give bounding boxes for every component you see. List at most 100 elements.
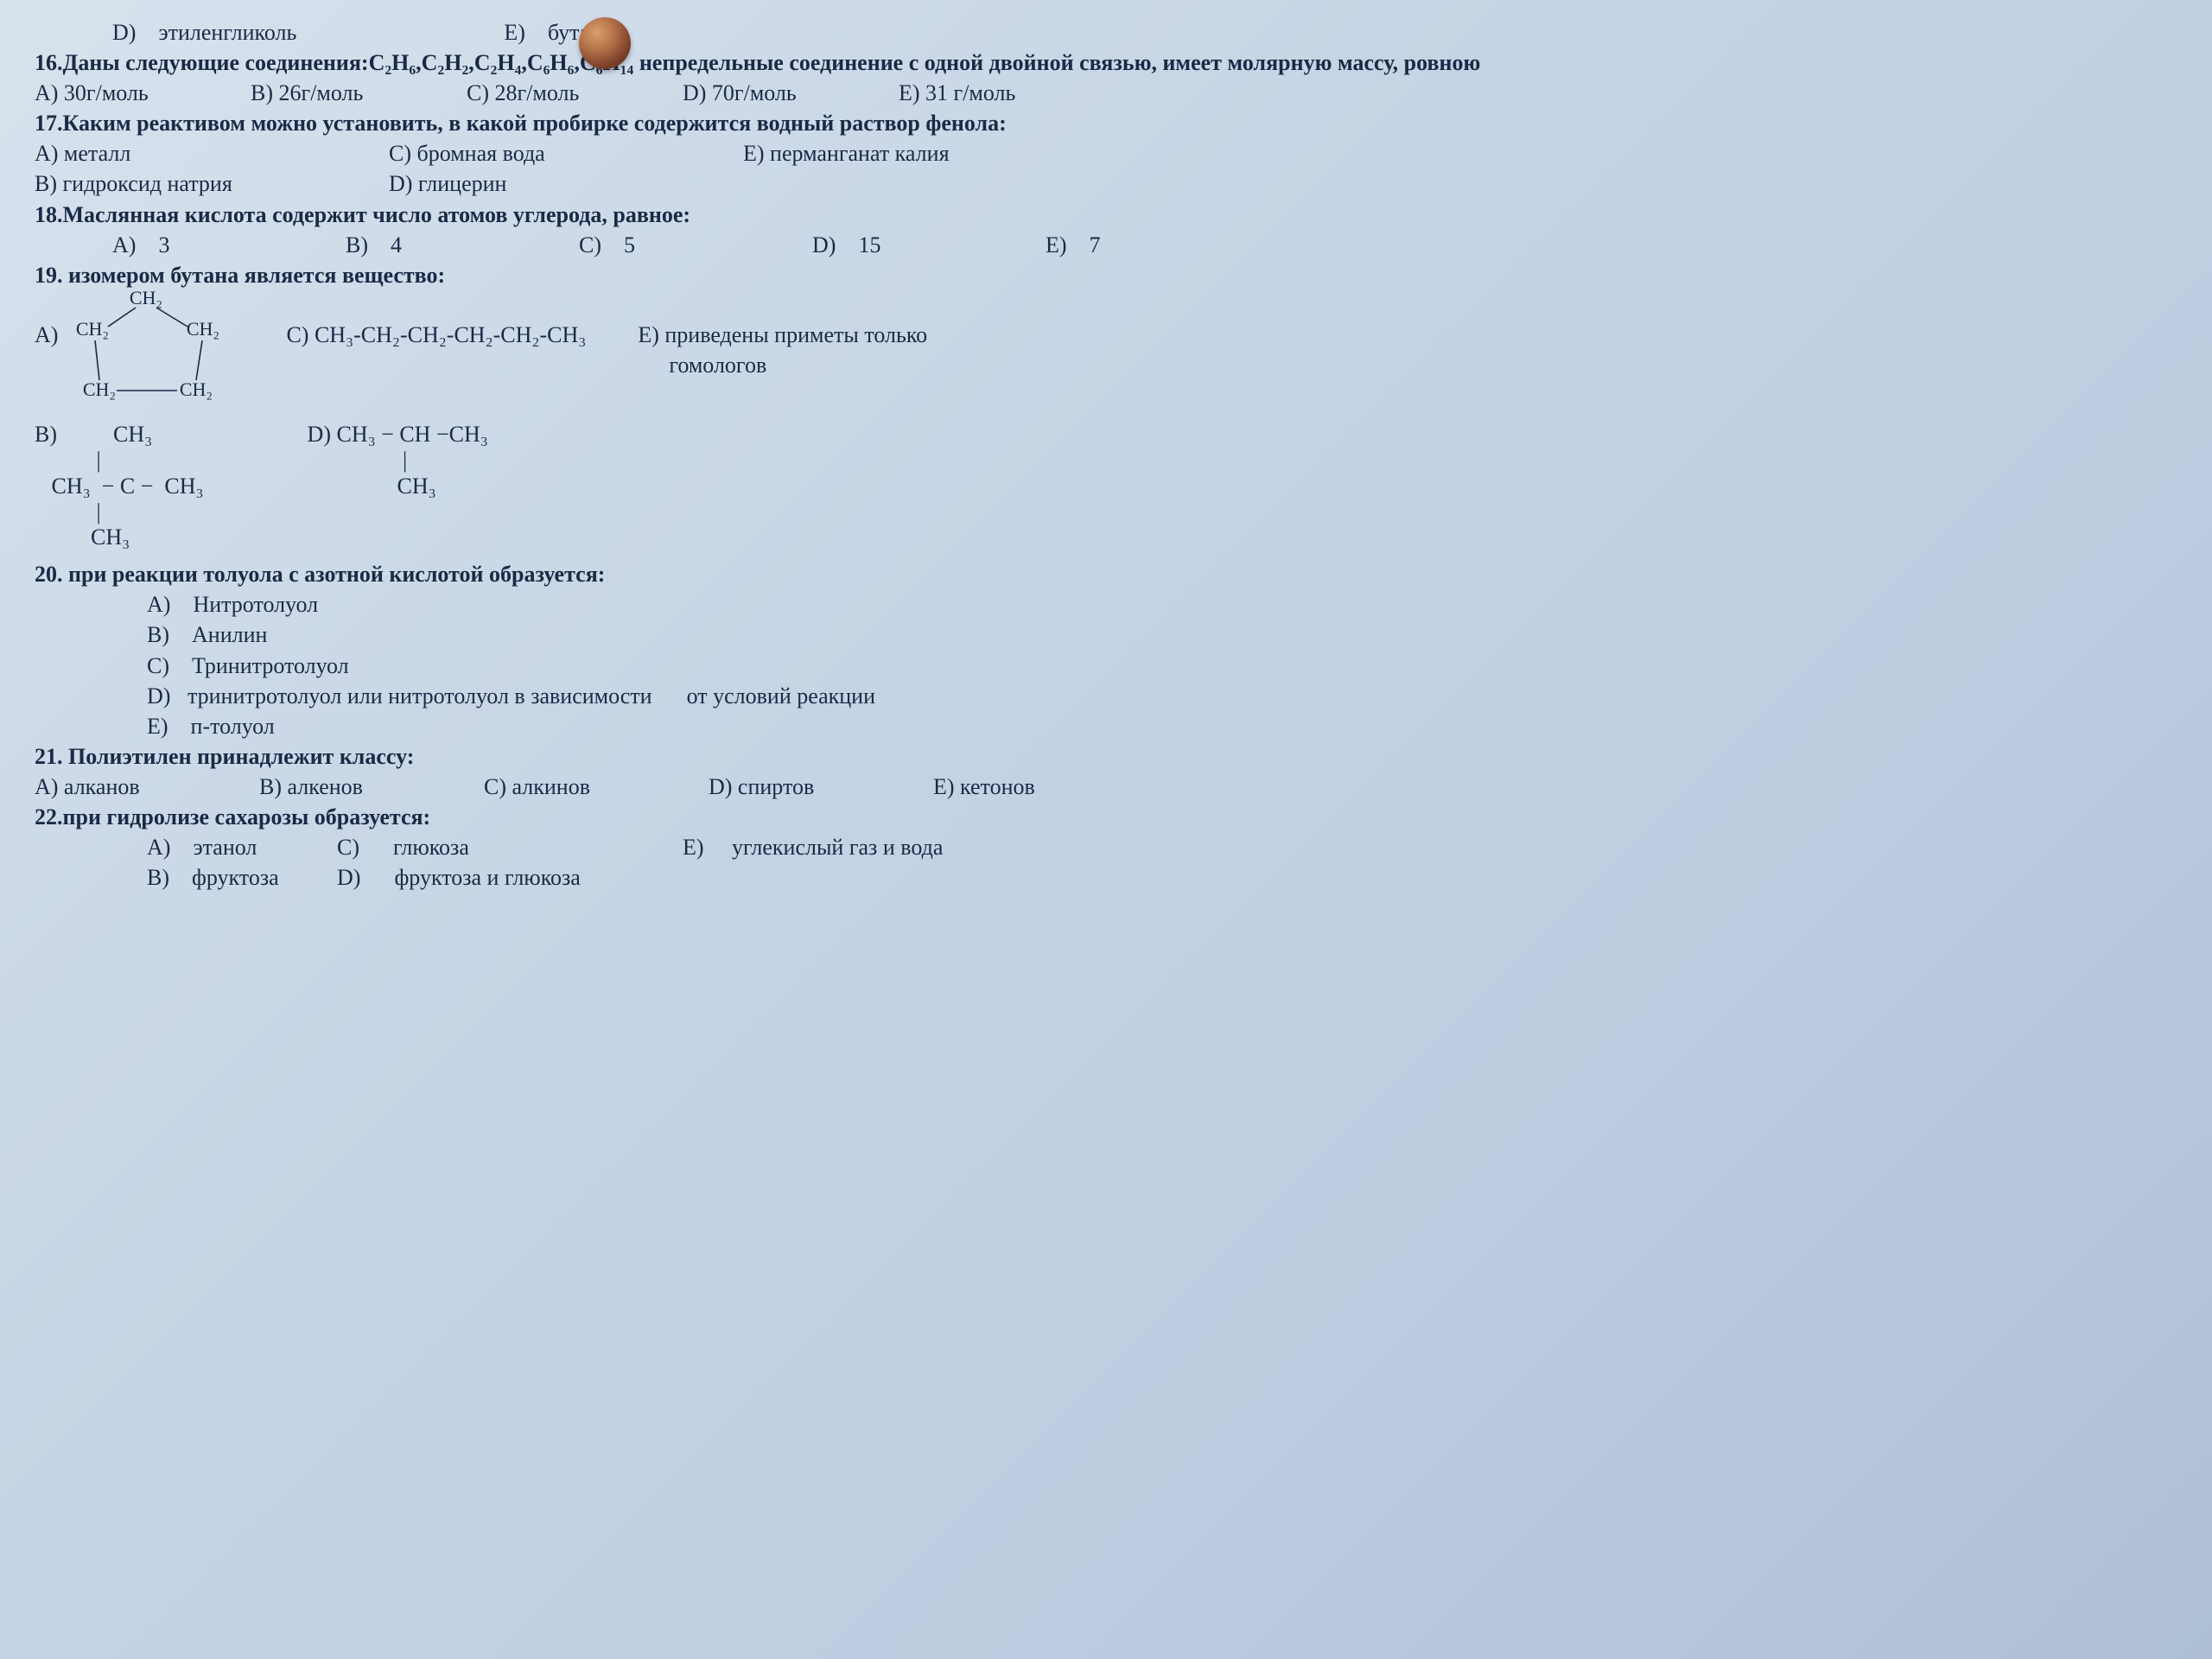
q21-options-row: A) алканов B) алкенов C) алкинов D) спир… (35, 772, 2177, 802)
q17-option-D: D) глицерин (389, 168, 506, 199)
q19-E-line2: гомологов (669, 350, 927, 380)
q16-stem-pre: 16.Даны следующие соединения: (35, 50, 369, 75)
option-text-2: от условий реакции (687, 681, 875, 711)
q19-D-l2: | (308, 448, 408, 473)
option-text: фруктоза и глюкоза (394, 865, 580, 890)
q17-option-C: C) бромная вода (389, 138, 709, 168)
q17-option-B: B) гидроксид натрия (35, 168, 354, 199)
q17-row1: A) металл C) бромная вода E) перманганат… (35, 138, 2177, 168)
q22-row: A) этанол B) фруктоза C) глюкоза D) фрук… (35, 832, 2177, 893)
option-letter: D) (112, 20, 136, 45)
q19-top-row: A) CH₂ CH₂ CH₂ CH₂ CH₂ C) CH₃-CH₂-CH₂-CH… (35, 290, 2177, 403)
option-val: 15 (858, 232, 880, 257)
q17-row2: B) гидроксид натрия D) глицерин (35, 168, 2177, 199)
thumb-smudge (579, 17, 631, 69)
q17-stem: 17.Каким реактивом можно установить, в к… (35, 108, 2177, 138)
q19-B-l5: CH₃ (35, 524, 130, 550)
q21-option-C: C) алкинов (484, 772, 674, 802)
q20-option-B: B) Анилин (147, 620, 2177, 650)
q18-option-B: B) 4 (346, 230, 544, 260)
option-letter: A) (35, 320, 58, 350)
option-text: п-толуол (191, 714, 275, 739)
q22-option-B: B) фруктоза (147, 862, 337, 893)
q22-option-E: E) углекислый газ и вода (683, 832, 943, 862)
q19-B-l2: | (35, 448, 101, 473)
option-letter: E) (504, 20, 525, 45)
q20-option-C: C) Тринитротолуол (147, 651, 2177, 681)
option-val: 5 (624, 232, 635, 257)
option-letter: E) (1046, 232, 1067, 257)
q19-B-l3: CH₃ − C − CH₃ (35, 474, 204, 499)
q16-option-B: B) 26г/моль (251, 78, 432, 108)
q18-options-row: A) 3 B) 4 C) 5 D) 15 E) 7 (35, 230, 2177, 260)
q16: 16.Даны следующие соединения:C₂H₆,C₂H₂,C… (35, 48, 2177, 78)
q22-stem: 22.при гидролизе сахарозы образуется: (35, 802, 2177, 832)
svg-text:CH₂: CH₂ (187, 318, 219, 340)
svg-text:CH₂: CH₂ (83, 378, 116, 400)
option-text: фруктоза (192, 865, 279, 890)
q16-option-C: C) 28г/моль (467, 78, 648, 108)
option-text: этиленгликоль (158, 20, 296, 45)
option-letter: E) (683, 835, 704, 860)
q16-option-E: E) 31 г/моль (899, 78, 1015, 108)
q21-option-E: E) кетонов (933, 772, 1035, 802)
svg-text:CH₂: CH₂ (130, 290, 162, 308)
q19-option-E: E) приведены приметы только гомологов (638, 320, 927, 380)
q15-option-D: D) этиленгликоль (112, 17, 296, 48)
option-letter: E) (147, 714, 168, 739)
option-text: глюкоза (393, 835, 469, 860)
q21-option-A: A) алканов (35, 772, 225, 802)
option-text: углекислый газ и вода (732, 835, 943, 860)
option-text: Анилин (192, 622, 267, 647)
q19-option-C: C) CH₃-CH₂-CH₂-CH₂-CH₂-CH₃ (286, 320, 586, 350)
q19-option-B: B) CH₃ | CH₃ − C − CH₃ | CH₃ (35, 418, 204, 559)
q22-col3: E) углекислый газ и вода (683, 832, 943, 862)
q17-option-A: A) металл (35, 138, 354, 168)
option-letter: B) (147, 865, 169, 890)
option-letter: C) (337, 835, 359, 860)
q16-option-A: A) 30г/моль (35, 78, 216, 108)
q16-option-D: D) 70г/моль (683, 78, 864, 108)
q22-option-D: D) фруктоза и глюкоза (337, 862, 683, 893)
q19-option-A: A) CH₂ CH₂ CH₂ CH₂ CH₂ (35, 290, 234, 403)
q19-E-line1: E) приведены приметы только (638, 320, 927, 350)
q19-D-l3: CH₃ (308, 474, 436, 499)
q21-option-D: D) спиртов (709, 772, 899, 802)
q20-option-E: E) п-толуол (147, 711, 2177, 741)
q16-stem-post: непредельные соединение с одной двойной … (633, 50, 1480, 75)
q16-options-row: A) 30г/моль B) 26г/моль C) 28г/моль D) 7… (35, 78, 2177, 108)
option-letter: B) (147, 622, 169, 647)
svg-text:CH₂: CH₂ (180, 378, 213, 400)
q17-option-E: E) перманганат калия (743, 138, 950, 168)
option-text: Тринитротолуол (192, 653, 349, 678)
q19-stem: 19. изомером бутана является вещество: (35, 260, 2177, 290)
option-letter: B) (346, 232, 368, 257)
q18-stem: 18.Маслянная кислота содержит число атом… (35, 200, 2177, 230)
q21-stem: 21. Полиэтилен принадлежит классу: (35, 741, 2177, 772)
option-letter: D) (812, 232, 836, 257)
option-val: 7 (1090, 232, 1101, 257)
option-val: 3 (158, 232, 169, 257)
q22-option-C: C) глюкоза (337, 832, 683, 862)
q18-option-D: D) 15 (812, 230, 1011, 260)
q18-option-C: C) 5 (579, 230, 778, 260)
q21-option-B: B) алкенов (259, 772, 449, 802)
cyclopentane-icon: CH₂ CH₂ CH₂ CH₂ CH₂ (67, 290, 231, 403)
option-letter: C) (579, 232, 601, 257)
q20-option-A: A) Нитротолуол (147, 589, 2177, 620)
option-letter: C) (147, 653, 169, 678)
option-letter: D) (337, 865, 360, 890)
q19-mid-row: B) CH₃ | CH₃ − C − CH₃ | CH₃ D) CH₃ − CH… (35, 418, 2177, 559)
q18-option-A: A) 3 (112, 230, 311, 260)
q19-D-l1: D) CH₃ − CH −CH₃ (308, 422, 488, 447)
q22-col2: C) глюкоза D) фруктоза и глюкоза (337, 832, 683, 893)
option-text: этанол (193, 835, 257, 860)
option-letter: A) (112, 232, 136, 257)
q19-option-D: D) CH₃ − CH −CH₃ | CH₃ (308, 418, 488, 508)
q15-options-row: D) этиленгликоль E) бутанон (35, 17, 2177, 48)
q19-B-l1: CH₃ (57, 422, 152, 447)
svg-text:CH₂: CH₂ (76, 318, 109, 340)
option-letter: D) (147, 681, 170, 711)
option-val: 4 (391, 232, 402, 257)
q18-option-E: E) 7 (1046, 230, 1101, 260)
